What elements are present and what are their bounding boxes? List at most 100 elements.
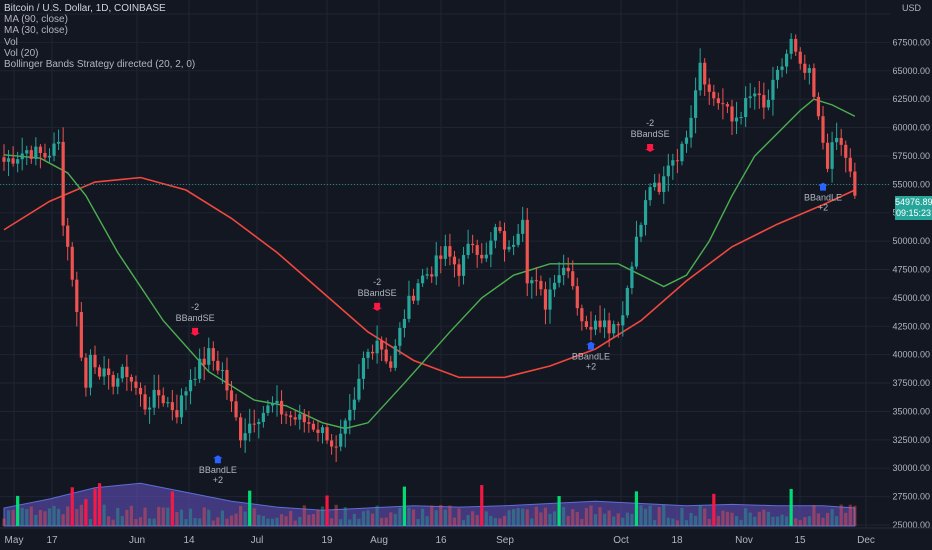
indicator-vol[interactable]: Vol	[4, 36, 18, 48]
indicator-ma30[interactable]: MA (30, close)	[4, 25, 68, 37]
candle-body	[116, 378, 120, 387]
indicator-bollinger-strategy[interactable]: Bollinger Bands Strategy directed (20, 2…	[4, 59, 196, 71]
volume-bar	[593, 514, 598, 526]
volume-bar	[75, 509, 79, 526]
candle-body	[489, 240, 493, 255]
volume-bar	[452, 517, 457, 526]
candle-body	[134, 381, 138, 388]
volume-bar	[325, 495, 329, 526]
candle-body	[698, 62, 702, 91]
candle-body	[794, 38, 798, 52]
y-tick-label: 60000.00	[892, 123, 930, 133]
price-axis	[890, 0, 932, 550]
candle-body	[302, 414, 306, 423]
bar-countdown: 09:15:23	[895, 208, 932, 218]
x-tick-label: Aug	[370, 535, 388, 546]
signal-qty: +2	[213, 475, 223, 485]
volume-bar	[753, 516, 757, 526]
candle-body	[330, 440, 334, 447]
signal-label: BBandLE	[804, 193, 842, 203]
volume-bar	[812, 505, 816, 526]
volume-bar	[639, 505, 643, 526]
candle-body	[671, 160, 675, 166]
y-tick-label: 27500.00	[892, 492, 930, 502]
candle-body	[689, 117, 693, 138]
volume-bar	[539, 512, 543, 526]
candle-body	[220, 369, 224, 371]
candle-body	[102, 368, 106, 377]
volume-bar	[375, 505, 379, 526]
candle-body	[848, 157, 852, 172]
volume-bar	[552, 511, 557, 526]
volume-bar	[448, 505, 452, 526]
volume-bar	[248, 490, 252, 526]
volume-bar	[598, 507, 602, 526]
y-tick-label: 50000.00	[892, 236, 930, 246]
candle-body	[88, 354, 93, 388]
candle-body	[830, 142, 834, 169]
y-tick-label: 67500.00	[892, 37, 930, 47]
volume-bar	[380, 517, 384, 526]
volume-bar	[243, 511, 247, 526]
volume-bar	[307, 514, 311, 526]
candle-body	[543, 289, 548, 310]
volume-bar	[116, 507, 120, 526]
candle-body	[75, 279, 79, 312]
volume-bar	[134, 519, 138, 526]
volume-bar	[566, 515, 570, 526]
x-tick-label: Sep	[496, 535, 514, 546]
y-tick-label: 45000.00	[892, 293, 930, 303]
volume-bar	[284, 516, 288, 526]
volume-bar	[38, 509, 42, 526]
candle-body	[66, 225, 70, 247]
candle-body	[11, 158, 15, 164]
candle-body	[157, 389, 161, 396]
x-tick-label: 16	[435, 535, 447, 546]
candle-body	[411, 295, 416, 301]
candle-body	[198, 358, 202, 379]
volume-bar	[361, 511, 366, 526]
candle-body	[634, 236, 639, 267]
candle-body	[166, 402, 170, 404]
candle-body	[384, 349, 388, 362]
volume-bar	[289, 511, 293, 526]
candle-body	[398, 327, 402, 346]
candle-body	[548, 289, 552, 310]
volume-bar	[175, 511, 179, 526]
candle-body	[507, 246, 511, 250]
candle-body	[734, 117, 739, 122]
candle-body	[739, 116, 743, 118]
volume-bar	[521, 508, 525, 526]
candle-body	[216, 360, 220, 371]
candle-body	[680, 143, 684, 162]
candle-body	[716, 98, 720, 104]
volume-bar	[93, 488, 97, 526]
candle-body	[443, 246, 447, 259]
indicator-ma90[interactable]: MA (90, close)	[4, 14, 68, 26]
volume-bar	[785, 516, 789, 526]
volume-bar	[712, 493, 716, 526]
indicator-vol-ma[interactable]: Vol (20)	[4, 47, 39, 59]
volume-bar	[607, 510, 611, 526]
signal-label: BBandLE	[199, 465, 237, 475]
candle-body	[138, 387, 143, 395]
candle-body	[120, 366, 124, 379]
volume-bar	[716, 515, 720, 526]
volume-bar	[721, 510, 725, 526]
candle-body	[107, 368, 111, 376]
volume-bar	[43, 511, 47, 526]
volume-bar	[279, 514, 284, 526]
volume-bar	[657, 507, 661, 526]
candle-body	[557, 275, 561, 283]
candle-body	[539, 280, 543, 290]
volume-bar	[79, 504, 83, 526]
volume-bar	[6, 510, 11, 526]
candle-body	[648, 187, 652, 201]
candle-body	[571, 271, 575, 287]
volume-bar	[389, 512, 393, 526]
candle-body	[562, 267, 566, 276]
candle-body	[343, 420, 347, 434]
volume-bar	[798, 520, 802, 526]
volume-bar	[475, 515, 479, 526]
